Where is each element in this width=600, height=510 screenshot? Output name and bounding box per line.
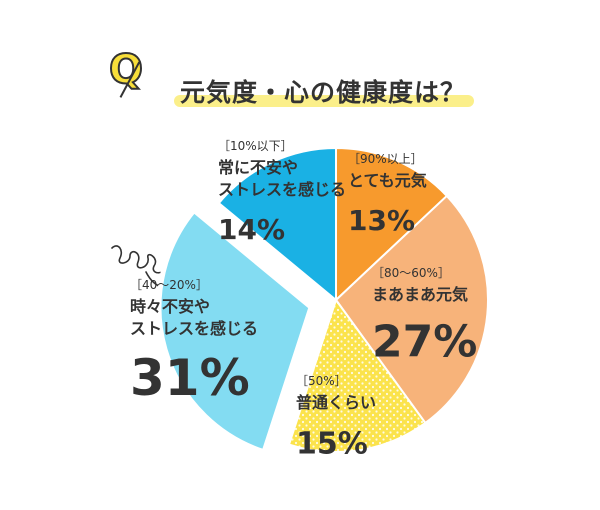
slice-label-group: ［80～60%］ まあまあ元気 27% <box>372 266 477 367</box>
chart-title: 元気度・心の健康度は？ <box>180 78 467 107</box>
slice-label-group: ［90%以上］ とても元気 13% <box>348 152 427 237</box>
slice-range-label: ［50%］ <box>296 374 347 388</box>
slice-category-label: 時々不安や <box>130 297 210 316</box>
pie-slice <box>335 147 448 301</box>
slice-value-label: 15% <box>296 426 368 461</box>
slice-category-label: まあまあ元気 <box>372 285 468 304</box>
pie-slice <box>335 194 489 424</box>
slice-category-label: 常に不安や <box>218 158 298 177</box>
slice-value-label: 31% <box>130 349 250 407</box>
pie-slices <box>156 147 489 455</box>
slice-range-label: ［90%以上］ <box>348 152 423 166</box>
slice-value-label: 14% <box>218 213 285 246</box>
slice-category-label: ストレスを感じる <box>130 319 258 338</box>
slice-category-label: 普通くらい <box>296 393 376 412</box>
slice-category-label: ストレスを感じる <box>218 180 346 199</box>
title-highlight <box>174 95 475 107</box>
slice-range-label: ［80～60%］ <box>372 266 450 280</box>
slice-label-group: ［50%］ 普通くらい 15% <box>296 374 376 461</box>
pie-slice <box>156 207 314 455</box>
title-wrap: 元気度・心の健康度は？ <box>174 73 475 109</box>
slice-value-label: 27% <box>372 316 477 367</box>
pie-slice-pattern <box>289 300 426 452</box>
slice-range-label: ［40～20%］ <box>130 278 208 292</box>
slice-category-label: とても元気 <box>348 171 427 190</box>
slice-range-label: ［10%以下］ <box>218 139 293 153</box>
slice-value-label: 13% <box>348 204 415 237</box>
pie-labels: ［90%以上］ とても元気 13% ［80～60%］ まあまあ元気 27% ［50%］ 普通く… <box>130 139 477 461</box>
pie-slice <box>217 147 337 301</box>
title-area: Q 元気度・心の健康度は？ <box>0 0 600 130</box>
